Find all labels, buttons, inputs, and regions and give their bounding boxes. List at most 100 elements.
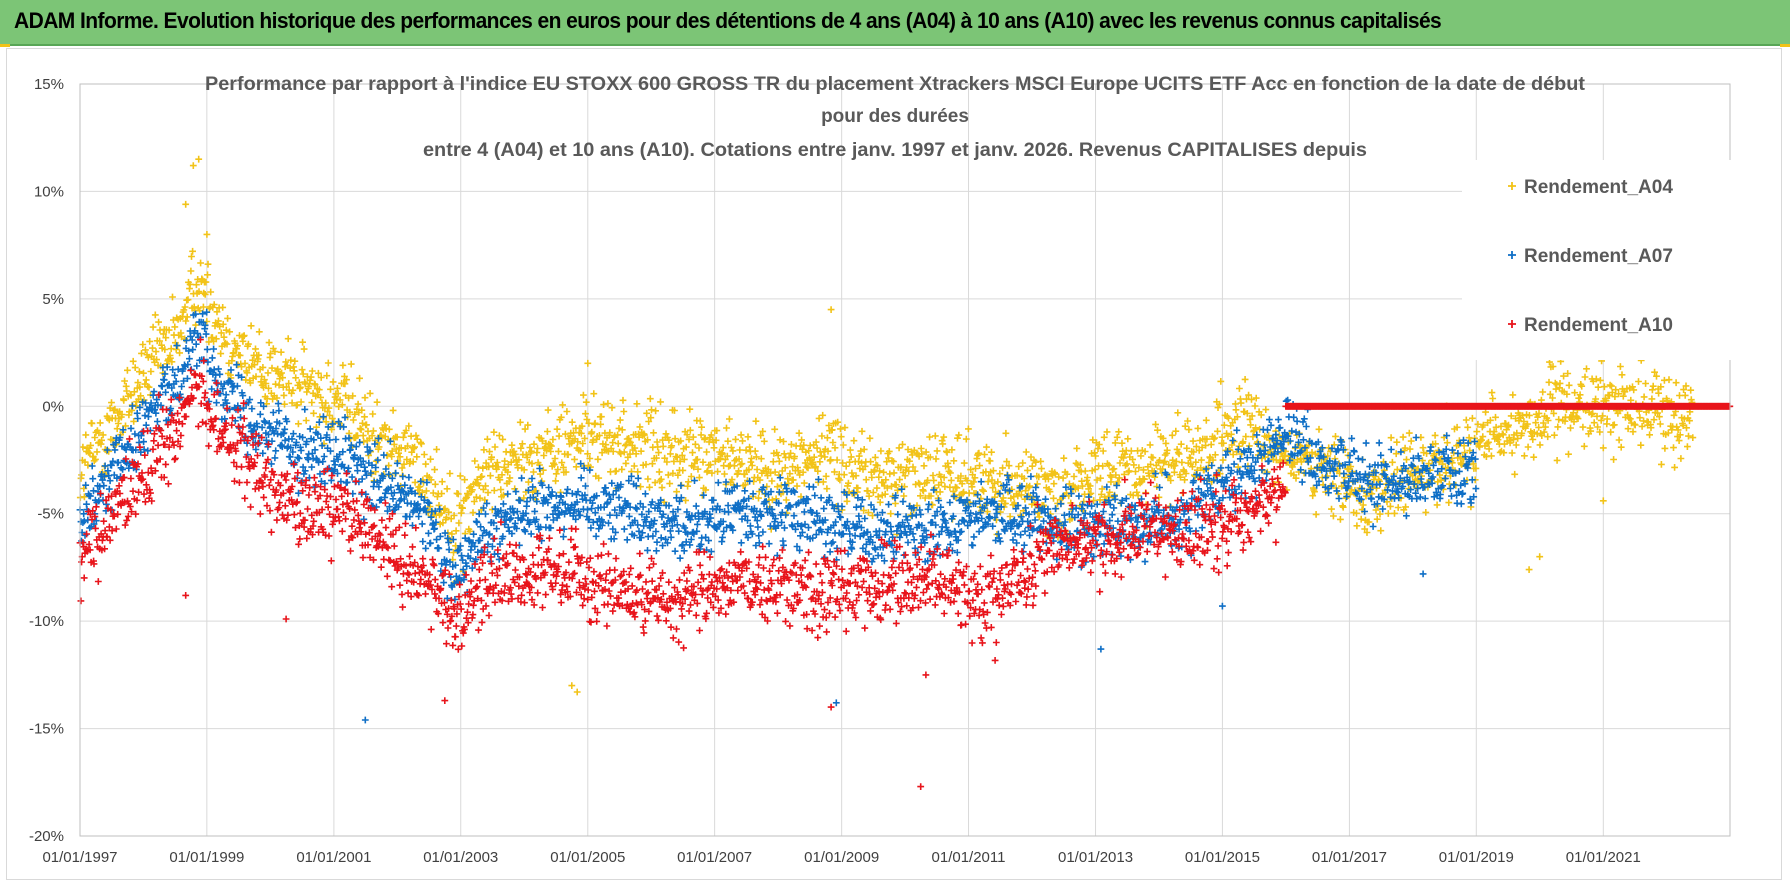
data-point <box>272 380 279 388</box>
data-point <box>130 418 138 425</box>
data-point <box>403 456 411 463</box>
data-point <box>549 436 557 443</box>
data-point <box>616 416 624 424</box>
data-point <box>619 396 627 404</box>
data-point <box>798 436 805 444</box>
data-point <box>871 454 879 461</box>
data-point <box>351 506 359 514</box>
data-point <box>265 339 273 346</box>
data-point <box>105 485 113 493</box>
data-point <box>539 437 546 445</box>
data-point <box>452 527 460 535</box>
data-point <box>308 463 316 471</box>
data-point <box>1022 487 1029 495</box>
data-point <box>167 354 174 362</box>
data-point <box>146 338 154 345</box>
data-point <box>405 422 413 430</box>
data-point <box>799 445 806 453</box>
data-point <box>1120 454 1127 462</box>
data-point <box>1089 436 1097 444</box>
data-point <box>411 443 418 451</box>
data-point <box>369 410 377 418</box>
data-point <box>338 401 346 409</box>
data-point <box>215 365 222 373</box>
data-point <box>1105 461 1113 469</box>
data-point <box>1232 406 1240 414</box>
data-point <box>670 458 678 465</box>
data-point <box>1024 467 1031 474</box>
data-point <box>129 487 137 495</box>
data-point <box>1173 458 1180 465</box>
data-point <box>1020 475 1028 482</box>
data-point <box>544 428 551 435</box>
data-point <box>671 407 678 414</box>
data-point <box>193 281 200 289</box>
data-point <box>577 430 585 437</box>
data-point <box>671 435 679 443</box>
data-point <box>144 354 152 361</box>
data-point <box>771 425 779 433</box>
data-point <box>322 418 330 426</box>
data-point <box>1203 435 1211 443</box>
data-point <box>1312 511 1320 518</box>
data-point <box>215 435 222 443</box>
data-point <box>213 399 220 407</box>
data-point <box>173 427 180 435</box>
data-point <box>989 484 997 492</box>
data-point <box>1060 454 1068 462</box>
data-point <box>634 474 642 482</box>
data-point <box>899 498 907 505</box>
data-point <box>1248 396 1255 403</box>
data-point <box>585 419 593 427</box>
data-point <box>1046 488 1054 496</box>
data-point <box>960 459 968 467</box>
data-point <box>906 457 913 465</box>
data-point <box>530 440 538 448</box>
data-point <box>377 563 385 571</box>
data-point <box>1387 434 1395 442</box>
data-point <box>917 511 925 518</box>
data-point <box>685 478 692 486</box>
data-point <box>530 468 537 476</box>
data-point <box>87 442 94 449</box>
data-point <box>620 408 628 415</box>
data-point <box>264 369 272 377</box>
data-point <box>1028 462 1036 470</box>
data-point <box>307 373 315 381</box>
data-point <box>422 545 430 552</box>
data-point <box>354 400 362 408</box>
data-point <box>735 455 743 463</box>
data-point <box>1375 439 1383 447</box>
data-point <box>204 271 211 279</box>
data-point <box>111 446 119 454</box>
data-point <box>757 455 765 463</box>
data-point <box>736 446 744 454</box>
data-point <box>580 391 587 399</box>
data-point <box>291 357 299 365</box>
data-point <box>476 494 484 502</box>
data-point <box>427 626 435 633</box>
data-point <box>1173 446 1181 453</box>
data-point <box>203 318 211 325</box>
data-point <box>182 413 190 420</box>
data-point <box>714 479 722 487</box>
data-point <box>625 438 633 445</box>
data-point <box>426 503 434 510</box>
data-point-outlier <box>182 200 190 208</box>
data-point <box>1156 457 1163 464</box>
data-point <box>268 528 275 536</box>
data-point <box>267 476 275 484</box>
data-point <box>280 392 288 399</box>
data-point <box>403 577 411 584</box>
data-point <box>686 405 694 413</box>
data-point <box>719 450 726 458</box>
data-point <box>1210 435 1218 443</box>
data-point <box>856 465 864 472</box>
data-point <box>276 499 283 506</box>
data-point <box>800 441 808 449</box>
data-point <box>821 453 829 461</box>
data-point <box>826 548 834 556</box>
data-point <box>1583 365 1590 373</box>
data-point <box>411 570 419 577</box>
data-point <box>215 317 222 325</box>
